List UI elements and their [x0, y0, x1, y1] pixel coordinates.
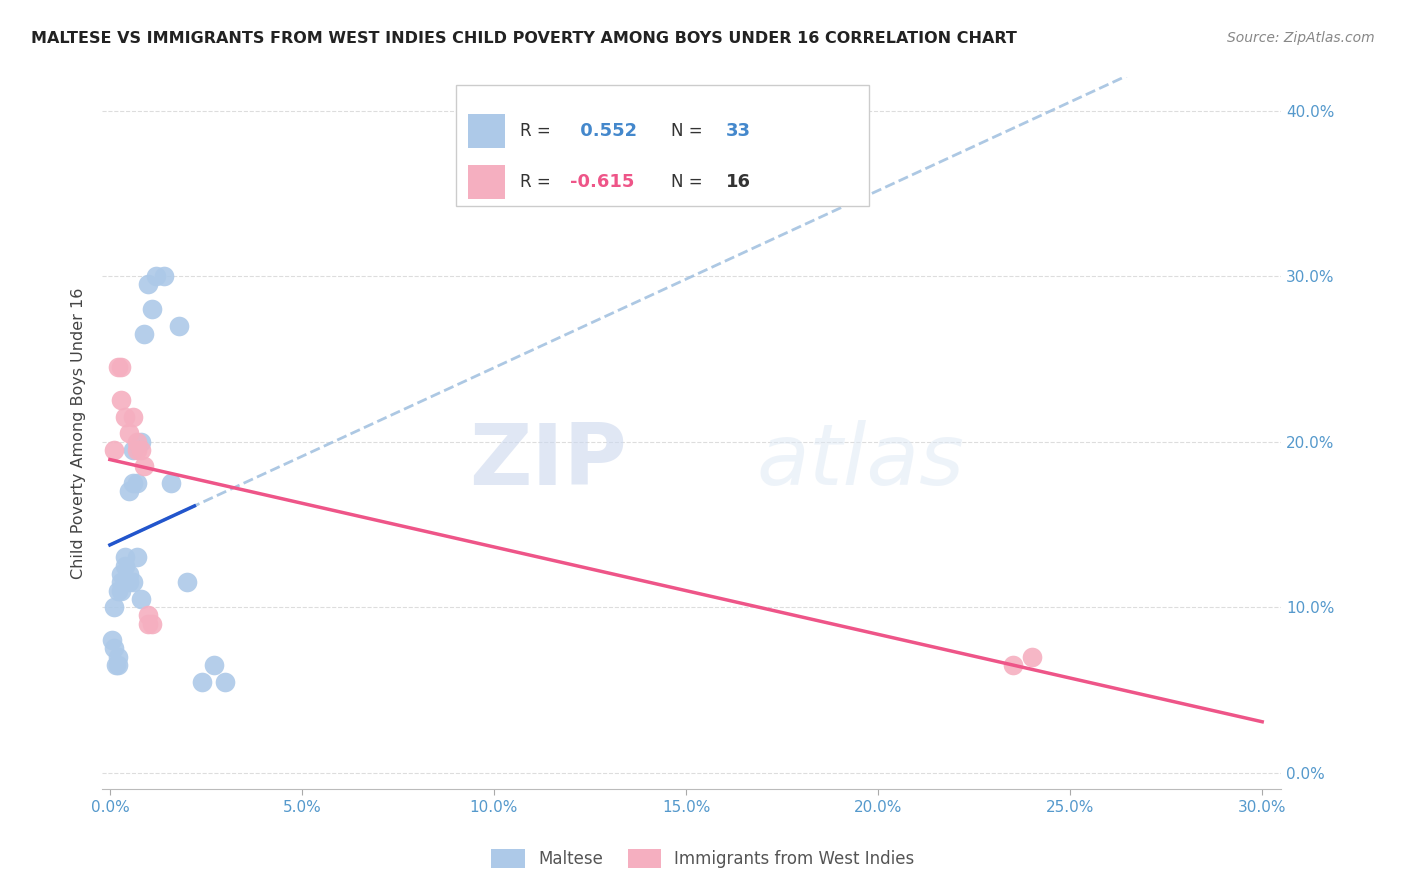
Point	[129, 442, 152, 457]
Text: 0.552: 0.552	[574, 122, 637, 140]
Point	[134, 326, 156, 341]
Point	[103, 600, 125, 615]
Point	[114, 409, 136, 424]
Text: 16: 16	[725, 173, 751, 191]
Point	[110, 566, 132, 581]
Point	[191, 674, 214, 689]
Point	[125, 550, 148, 565]
FancyBboxPatch shape	[456, 85, 869, 205]
Point	[110, 360, 132, 375]
Point	[134, 459, 156, 474]
Point	[136, 616, 159, 631]
Point	[118, 426, 141, 441]
FancyBboxPatch shape	[468, 165, 506, 199]
Text: Source: ZipAtlas.com: Source: ZipAtlas.com	[1227, 31, 1375, 45]
Point	[1021, 649, 1043, 664]
Text: N =: N =	[671, 173, 707, 191]
Point	[118, 575, 141, 590]
Point	[110, 393, 132, 408]
Point	[122, 475, 145, 490]
Point	[122, 442, 145, 457]
Point	[104, 658, 127, 673]
Point	[214, 674, 236, 689]
Point	[129, 591, 152, 606]
Point	[122, 409, 145, 424]
Text: MALTESE VS IMMIGRANTS FROM WEST INDIES CHILD POVERTY AMONG BOYS UNDER 16 CORRELA: MALTESE VS IMMIGRANTS FROM WEST INDIES C…	[31, 31, 1017, 46]
Y-axis label: Child Poverty Among Boys Under 16: Child Poverty Among Boys Under 16	[72, 287, 86, 579]
Text: atlas: atlas	[756, 420, 965, 503]
Point	[107, 649, 129, 664]
Point	[118, 484, 141, 499]
Point	[118, 566, 141, 581]
Point	[103, 442, 125, 457]
Point	[107, 360, 129, 375]
Point	[160, 475, 183, 490]
FancyBboxPatch shape	[468, 114, 506, 148]
Point	[110, 583, 132, 598]
Point	[136, 277, 159, 292]
Text: R =: R =	[520, 122, 555, 140]
Point	[125, 475, 148, 490]
Point	[176, 575, 198, 590]
Text: R =: R =	[520, 173, 555, 191]
Point	[141, 302, 163, 317]
Point	[114, 550, 136, 565]
Point	[125, 434, 148, 449]
Text: ZIP: ZIP	[470, 420, 627, 503]
Point	[136, 608, 159, 623]
Point	[152, 268, 174, 283]
Text: N =: N =	[671, 122, 707, 140]
Point	[103, 641, 125, 656]
Point	[125, 442, 148, 457]
Point	[202, 658, 225, 673]
Point	[145, 268, 167, 283]
Point	[141, 616, 163, 631]
Point	[107, 658, 129, 673]
Point	[129, 434, 152, 449]
Point	[114, 558, 136, 573]
Point	[107, 583, 129, 598]
Point	[101, 633, 124, 648]
Legend: Maltese, Immigrants from West Indies: Maltese, Immigrants from West Indies	[485, 842, 921, 875]
Point	[122, 575, 145, 590]
Text: 33: 33	[725, 122, 751, 140]
Point	[1001, 658, 1024, 673]
Point	[110, 575, 132, 590]
Point	[167, 318, 190, 333]
Text: -0.615: -0.615	[571, 173, 634, 191]
